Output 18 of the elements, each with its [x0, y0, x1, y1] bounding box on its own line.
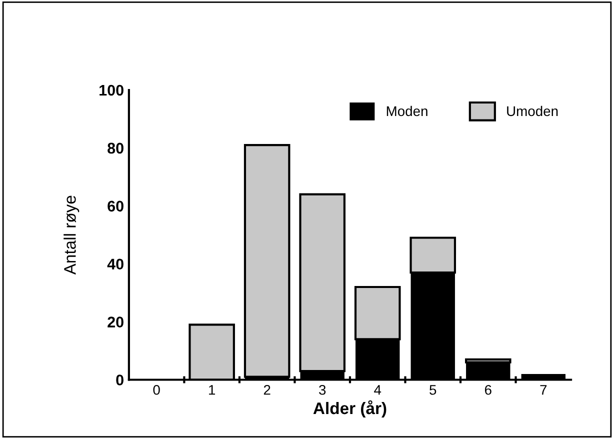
y-tick-label: 0 — [116, 374, 124, 386]
y-tick-label: 40 — [107, 258, 124, 270]
x-tick-label: 1 — [209, 385, 216, 395]
y-tick-label: 60 — [108, 200, 124, 212]
legend-label: Umoden — [507, 106, 558, 116]
x-tick-label: 7 — [540, 385, 547, 395]
y-tick-label: 80 — [108, 142, 124, 154]
y-tick-label: 20 — [108, 316, 124, 328]
y-axis-title: Antall røye — [64, 196, 80, 275]
x-axis-title: Alder (år) — [313, 400, 386, 418]
x-tick-label: 6 — [484, 384, 492, 395]
legend-label: Moden — [386, 106, 428, 116]
x-tick-label: 3 — [319, 384, 326, 395]
x-tick-label: 0 — [153, 384, 160, 395]
y-tick-label: 100 — [100, 84, 124, 96]
x-tick-label: 2 — [264, 384, 270, 395]
x-tick-label: 5 — [430, 385, 436, 395]
x-tick-label: 4 — [374, 385, 382, 395]
